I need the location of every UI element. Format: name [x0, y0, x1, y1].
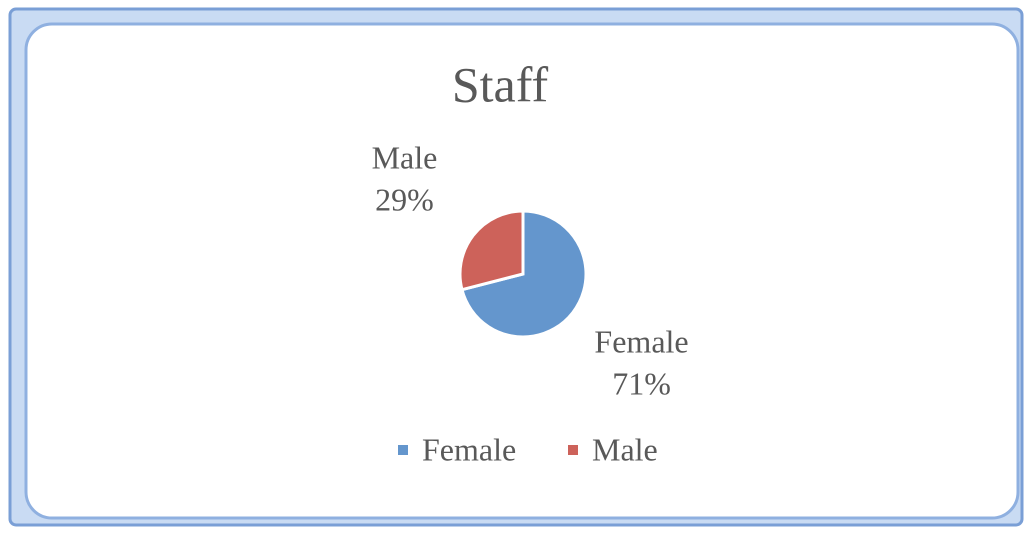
slice-label: Female [594, 323, 688, 359]
chart-title: Staff [452, 56, 549, 112]
legend-swatch [568, 445, 578, 455]
slice-value-label: 29% [375, 181, 434, 217]
slice-value-label: 71% [612, 365, 671, 401]
legend-label: Female [422, 431, 516, 467]
slice-label: Male [372, 139, 438, 175]
legend-swatch [398, 445, 408, 455]
pie-slice [458, 209, 525, 292]
legend-label: Male [592, 431, 658, 467]
